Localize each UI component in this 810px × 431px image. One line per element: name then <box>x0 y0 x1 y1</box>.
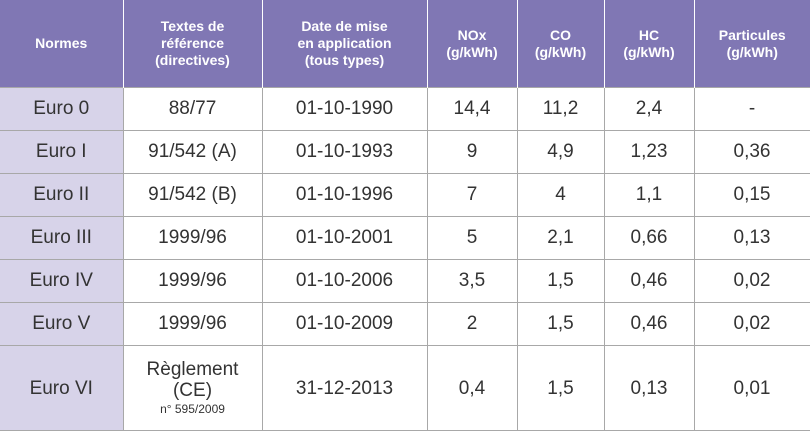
header-line: (g/kWh) <box>428 44 517 61</box>
header-line: Textes de <box>124 18 262 35</box>
value-cell: 01-10-2006 <box>262 260 427 303</box>
norm-cell: Euro VI <box>0 346 123 431</box>
value-cell: 0,36 <box>694 131 810 174</box>
value-cell: - <box>694 88 810 131</box>
value-cell: 0,46 <box>604 303 694 346</box>
value-cell: 01-10-1996 <box>262 174 427 217</box>
norm-cell: Euro V <box>0 303 123 346</box>
header-line: (g/kWh) <box>605 44 694 61</box>
value-cell: 91/542 (A) <box>123 131 262 174</box>
header-line: (directives) <box>124 52 262 69</box>
value-cell: 0,66 <box>604 217 694 260</box>
value-cell: 01-10-2001 <box>262 217 427 260</box>
header-line: en application <box>263 35 427 52</box>
value-cell: 1,5 <box>517 260 604 303</box>
value-cell: 0,46 <box>604 260 694 303</box>
header-cell: NOx(g/kWh) <box>427 0 517 88</box>
value-cell: 1,23 <box>604 131 694 174</box>
header-cell: Particules(g/kWh) <box>694 0 810 88</box>
header-cell: Normes <box>0 0 123 88</box>
header-line: Normes <box>0 35 123 52</box>
cell-line: (CE) <box>124 380 262 401</box>
value-cell: 1999/96 <box>123 260 262 303</box>
value-cell: Règlement(CE)n° 595/2009 <box>123 346 262 431</box>
value-cell: 0,02 <box>694 303 810 346</box>
value-cell: 0,4 <box>427 346 517 431</box>
value-cell: 9 <box>427 131 517 174</box>
header-line: (g/kWh) <box>695 44 810 61</box>
value-cell: 4,9 <box>517 131 604 174</box>
cell-line: Règlement <box>124 359 262 380</box>
value-cell: 7 <box>427 174 517 217</box>
value-cell: 0,13 <box>694 217 810 260</box>
header-cell: CO(g/kWh) <box>517 0 604 88</box>
value-cell: 2,1 <box>517 217 604 260</box>
header-line: (tous types) <box>263 52 427 69</box>
value-cell: 0,13 <box>604 346 694 431</box>
value-cell: 14,4 <box>427 88 517 131</box>
value-cell: 1999/96 <box>123 303 262 346</box>
value-cell: 01-10-1993 <box>262 131 427 174</box>
norm-cell: Euro I <box>0 131 123 174</box>
value-cell: 3,5 <box>427 260 517 303</box>
value-cell: 1,1 <box>604 174 694 217</box>
value-cell: 88/77 <box>123 88 262 131</box>
value-cell: 2,4 <box>604 88 694 131</box>
header-cell: HC(g/kWh) <box>604 0 694 88</box>
value-cell: 1,5 <box>517 303 604 346</box>
value-cell: 0,15 <box>694 174 810 217</box>
header-line: Date de mise <box>263 18 427 35</box>
value-cell: 4 <box>517 174 604 217</box>
value-cell: 5 <box>427 217 517 260</box>
cell-note: n° 595/2009 <box>124 401 262 417</box>
header-line: CO <box>518 27 604 44</box>
header-line: référence <box>124 35 262 52</box>
header-line: HC <box>605 27 694 44</box>
header-line: NOx <box>428 27 517 44</box>
value-cell: 11,2 <box>517 88 604 131</box>
header-line: (g/kWh) <box>518 44 604 61</box>
norm-cell: Euro IV <box>0 260 123 303</box>
value-cell: 01-10-2009 <box>262 303 427 346</box>
value-cell: 0,01 <box>694 346 810 431</box>
header-line: Particules <box>695 27 810 44</box>
value-cell: 2 <box>427 303 517 346</box>
value-cell: 91/542 (B) <box>123 174 262 217</box>
value-cell: 31-12-2013 <box>262 346 427 431</box>
value-cell: 0,02 <box>694 260 810 303</box>
value-cell: 1999/96 <box>123 217 262 260</box>
value-cell: 1,5 <box>517 346 604 431</box>
norm-cell: Euro 0 <box>0 88 123 131</box>
norm-cell: Euro III <box>0 217 123 260</box>
value-cell: 01-10-1990 <box>262 88 427 131</box>
norm-cell: Euro II <box>0 174 123 217</box>
